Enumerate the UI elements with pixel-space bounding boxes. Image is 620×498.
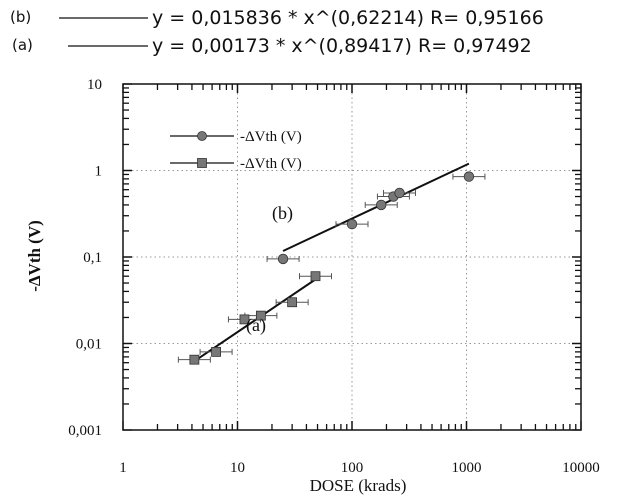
y-tick-label: 10 [87,77,102,93]
legend-label-circle: -ΔVth (V) [240,129,302,145]
legend-circle-marker [197,131,207,141]
fit-equation-a: y = 0,00173 * x^(0,89417) R= 0,97492 [152,35,532,57]
fit-label-b: (b) [10,8,31,26]
plot-frame [122,83,582,431]
legend-label-square: -ΔVth (V) [240,156,302,172]
y-tick-label: 0,1 [83,250,102,266]
x-tick-label: 10 [230,460,245,476]
fit-label-a: (a) [12,36,33,54]
fit-equation-b: y = 0,015836 * x^(0,62214) R= 0,95166 [152,7,544,29]
x-tick-label: 100 [341,460,364,476]
data-point-circle [394,187,405,199]
fit-line-b [282,162,470,252]
annotation-a: (a) [246,315,266,336]
y-tick-label: 0,01 [76,337,102,353]
tick-labels: 1 10 100 1000 10000 10 1 0,1 0,01 0,001 [68,77,600,476]
error-bars [177,173,486,363]
data-point-circle [346,218,358,230]
legend: -ΔVth (V) -ΔVth (V) [170,129,302,172]
data-point-square [287,297,298,308]
x-axis-title: DOSE (krads) [310,476,407,495]
data-points [189,171,475,365]
data-point-square [239,314,250,325]
y-tick-label: 0,001 [68,423,102,439]
data-point-circle [376,199,387,211]
tick-marks [122,83,582,431]
fit-lines [193,162,470,363]
x-tick-label: 1000 [452,460,482,476]
x-tick-label: 1 [119,460,127,476]
legend-square-marker [197,158,207,168]
data-point-circle [277,253,289,265]
annotation-b: (b) [272,203,293,224]
data-point-square [310,271,321,282]
data-point-square [211,346,221,357]
y-tick-label: 1 [95,164,103,180]
data-point-square [255,310,266,321]
x-tick-label: 10000 [562,460,600,476]
grid [123,84,581,430]
data-point-circle [463,171,475,182]
y-axis-title: -ΔVth (V) [25,220,44,292]
data-point-square [189,354,200,365]
